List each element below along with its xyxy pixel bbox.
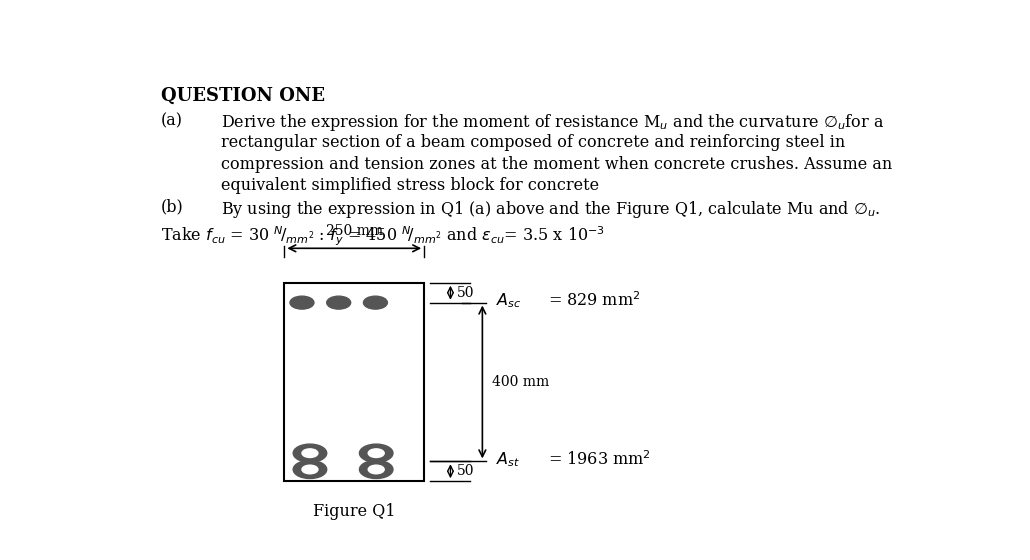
Circle shape xyxy=(302,449,318,458)
Circle shape xyxy=(368,449,384,458)
Circle shape xyxy=(302,465,318,474)
Text: By using the expression in Q1 (a) above and the Figure Q1, calculate Mu and $\em: By using the expression in Q1 (a) above … xyxy=(220,199,880,220)
Text: = 829 mm$^2$: = 829 mm$^2$ xyxy=(548,291,641,310)
Circle shape xyxy=(359,444,393,462)
Circle shape xyxy=(294,444,327,462)
Circle shape xyxy=(327,296,350,309)
Text: $A_{sc}$: $A_{sc}$ xyxy=(496,291,521,310)
Circle shape xyxy=(294,460,327,479)
Circle shape xyxy=(368,465,384,474)
Text: equivalent simplified stress block for concrete: equivalent simplified stress block for c… xyxy=(220,177,598,194)
Bar xyxy=(284,283,424,481)
Text: Figure Q1: Figure Q1 xyxy=(313,503,396,520)
Text: QUESTION ONE: QUESTION ONE xyxy=(161,87,324,105)
Text: rectangular section of a beam composed of concrete and reinforcing steel in: rectangular section of a beam composed o… xyxy=(220,134,845,151)
Circle shape xyxy=(290,296,314,309)
Text: Take $f_{cu}$ = 30 $^N\!/_{{mm}^2}$ : $f_y$ = 450 $^N\!/_{{mm}^2}$ and $\epsilon: Take $f_{cu}$ = 30 $^N\!/_{{mm}^2}$ : $f… xyxy=(161,225,605,248)
Text: Derive the expression for the moment of resistance M$_u$ and the curvature $\emp: Derive the expression for the moment of … xyxy=(220,113,884,133)
Text: 50: 50 xyxy=(457,464,475,478)
Text: 400 mm: 400 mm xyxy=(492,375,549,389)
Circle shape xyxy=(364,296,387,309)
Text: 250 mm: 250 mm xyxy=(325,223,383,237)
Text: compression and tension zones at the moment when concrete crushes. Assume an: compression and tension zones at the mom… xyxy=(220,156,892,172)
Text: (b): (b) xyxy=(161,199,183,216)
Text: = 1963 mm$^2$: = 1963 mm$^2$ xyxy=(548,450,651,469)
Text: (a): (a) xyxy=(161,113,182,129)
Text: $A_{st}$: $A_{st}$ xyxy=(496,450,520,469)
Circle shape xyxy=(359,460,393,479)
Text: 50: 50 xyxy=(457,286,475,300)
